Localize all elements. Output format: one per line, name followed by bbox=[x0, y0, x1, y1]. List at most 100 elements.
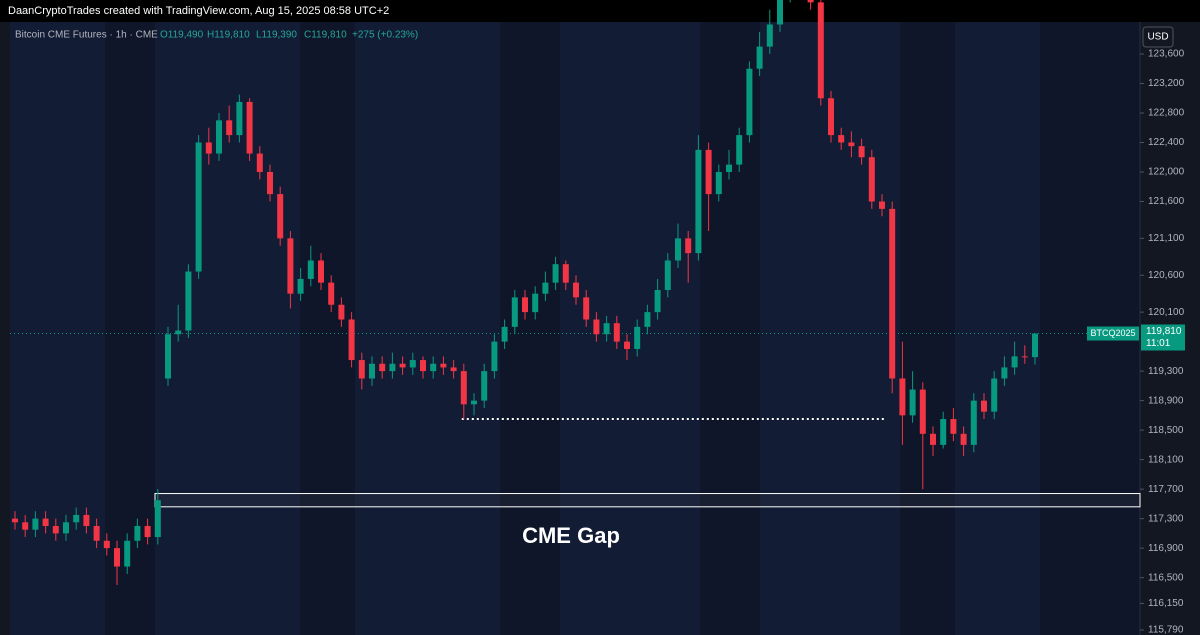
candle-body bbox=[297, 278, 304, 294]
candle-body bbox=[848, 142, 855, 147]
candle-body bbox=[267, 171, 273, 195]
session-band bbox=[955, 22, 1040, 635]
candle-body bbox=[12, 518, 18, 523]
candle-body bbox=[950, 419, 957, 434]
y-tick-label: 118,900 bbox=[1148, 395, 1184, 406]
candle-body bbox=[1032, 333, 1038, 358]
y-tick-label: 121,100 bbox=[1148, 233, 1185, 244]
candle-body bbox=[695, 149, 702, 254]
currency-button[interactable] bbox=[1142, 26, 1174, 48]
candle-body bbox=[552, 264, 559, 283]
currency[interactable]: USD bbox=[1147, 32, 1168, 43]
candle-body bbox=[287, 238, 294, 294]
candle-body bbox=[236, 101, 243, 136]
candle-body bbox=[440, 363, 447, 368]
session-band bbox=[155, 22, 300, 635]
candle-body bbox=[399, 363, 406, 368]
candle-body bbox=[379, 363, 386, 372]
y-tick-label: 119,300 bbox=[1148, 366, 1184, 377]
candle-body bbox=[919, 389, 926, 434]
legend-high: H119,810 bbox=[207, 30, 250, 41]
candle-body bbox=[726, 164, 732, 172]
candle-body bbox=[1001, 367, 1008, 379]
session-band bbox=[10, 22, 105, 635]
legend-open: O119,490 bbox=[160, 30, 204, 41]
last-price-box bbox=[1141, 324, 1185, 351]
candle-body bbox=[675, 238, 681, 261]
candle-body bbox=[22, 522, 29, 530]
candle-body bbox=[603, 323, 610, 335]
legend-change: +275 (+0.23%) bbox=[352, 30, 418, 41]
left-border bbox=[0, 22, 10, 635]
candle-body bbox=[664, 260, 671, 290]
candle-body bbox=[256, 153, 263, 172]
candle-body bbox=[83, 514, 90, 526]
y-tick-label: 120,600 bbox=[1148, 270, 1185, 281]
candle-body bbox=[807, 0, 814, 3]
candle-body bbox=[205, 142, 212, 154]
header-bar bbox=[0, 0, 1200, 22]
y-tick-label: 118,100 bbox=[1148, 454, 1184, 465]
candle-body bbox=[420, 360, 426, 372]
candle-body bbox=[307, 260, 314, 279]
candle-body bbox=[1021, 356, 1028, 358]
candle-body bbox=[165, 334, 171, 379]
y-tick-label: 117,700 bbox=[1148, 484, 1184, 495]
candle-body bbox=[511, 297, 518, 327]
candle-body bbox=[42, 518, 49, 526]
candle-body bbox=[766, 24, 773, 47]
y-tick-label: 120,100 bbox=[1148, 307, 1185, 318]
candle-body bbox=[328, 282, 335, 305]
candle-body bbox=[532, 293, 539, 313]
candle-body bbox=[981, 400, 987, 412]
candle-body bbox=[828, 98, 834, 136]
y-tick-label: 116,500 bbox=[1148, 572, 1184, 583]
gap-label: CME Gap bbox=[522, 523, 620, 548]
y-tick-label: 122,000 bbox=[1148, 167, 1185, 178]
candle-body bbox=[930, 433, 936, 445]
candle-body bbox=[899, 378, 906, 416]
candle-body bbox=[358, 360, 365, 379]
candle-body bbox=[858, 146, 865, 158]
candle-body bbox=[471, 400, 477, 405]
candle-body bbox=[879, 201, 885, 209]
candle-body bbox=[777, 0, 783, 25]
candle-body bbox=[114, 548, 120, 567]
candle-body bbox=[216, 120, 222, 154]
candle-body bbox=[593, 319, 600, 335]
y-tick-label: 116,900 bbox=[1148, 543, 1184, 554]
y-tick-label: 123,200 bbox=[1148, 78, 1185, 89]
candle-body bbox=[838, 135, 845, 143]
y-tick-label: 122,800 bbox=[1148, 108, 1185, 119]
candle-body bbox=[389, 363, 396, 372]
candle-body bbox=[63, 522, 69, 534]
candle-body bbox=[501, 326, 508, 342]
candle-body bbox=[715, 171, 722, 195]
legend-close: C119,810 bbox=[304, 30, 347, 41]
candle-body bbox=[736, 135, 743, 165]
candle-body bbox=[817, 2, 824, 99]
last-price: 119,810 bbox=[1146, 326, 1182, 337]
candle-body bbox=[154, 500, 161, 538]
gap-zone bbox=[154, 493, 1141, 508]
symbol-label: BTCQ2025 bbox=[1090, 328, 1135, 338]
candle-body bbox=[246, 101, 253, 154]
candle-body bbox=[430, 363, 437, 372]
candle-body bbox=[134, 525, 141, 541]
y-tick-label: 122,400 bbox=[1148, 137, 1185, 148]
candle-body bbox=[868, 157, 875, 202]
candle-body bbox=[491, 341, 498, 372]
candle-body bbox=[318, 260, 324, 283]
candle-body bbox=[277, 194, 284, 239]
candle-body bbox=[338, 304, 345, 320]
legend-low: L119,390 bbox=[256, 30, 297, 41]
candle-body bbox=[960, 433, 967, 445]
candle-body bbox=[583, 297, 590, 320]
candle-body bbox=[940, 419, 947, 445]
candle-body bbox=[542, 282, 549, 294]
candle-body bbox=[654, 289, 661, 313]
candle-body bbox=[481, 371, 488, 401]
candle-body bbox=[348, 319, 355, 361]
candle-body bbox=[991, 378, 998, 412]
